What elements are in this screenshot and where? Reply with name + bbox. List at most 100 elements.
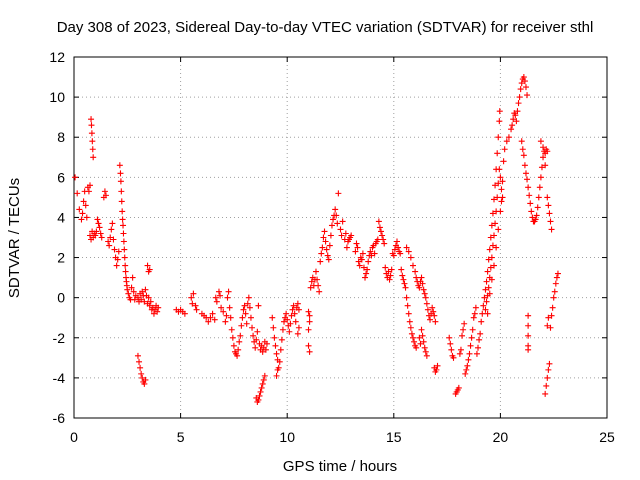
data-point [261, 372, 268, 379]
data-point [276, 358, 283, 365]
data-point [290, 302, 297, 309]
data-point [86, 232, 93, 239]
data-point [134, 294, 141, 301]
data-point [222, 318, 229, 325]
data-point [317, 258, 324, 265]
data-point [513, 118, 520, 125]
data-point [356, 262, 363, 269]
data-point [130, 288, 137, 295]
data-point [525, 332, 532, 339]
data-point [398, 266, 405, 273]
data-point [522, 84, 529, 91]
data-point [323, 246, 330, 253]
data-point [371, 250, 378, 257]
data-point [509, 122, 516, 129]
data-point [407, 324, 414, 331]
data-point [522, 170, 529, 177]
data-point [484, 310, 491, 317]
data-point [245, 294, 252, 301]
data-point [423, 300, 430, 307]
data-point [520, 74, 527, 81]
data-point [429, 304, 436, 311]
data-point [434, 362, 441, 369]
data-point [354, 244, 361, 251]
data-point [211, 316, 218, 323]
data-point [521, 162, 528, 169]
data-point [155, 304, 162, 311]
data-point [337, 226, 344, 233]
data-point [456, 350, 463, 357]
data-point [146, 266, 153, 273]
data-point [76, 206, 83, 213]
data-point [367, 248, 374, 255]
data-point [545, 202, 552, 209]
data-point [102, 192, 109, 199]
data-point [533, 212, 540, 219]
data-point [255, 302, 262, 309]
data-point [477, 330, 484, 337]
data-point [487, 264, 494, 271]
data-point [459, 332, 466, 339]
data-point [110, 236, 117, 243]
data-point [462, 370, 469, 377]
data-point [238, 322, 245, 329]
data-point [189, 300, 196, 307]
data-point [117, 178, 124, 185]
data-point [272, 342, 279, 349]
data-point [525, 346, 532, 353]
data-point [305, 326, 312, 333]
data-point [488, 222, 495, 229]
data-point [86, 182, 93, 189]
data-point [78, 216, 85, 223]
data-point [525, 184, 532, 191]
data-point [101, 188, 108, 195]
data-point [83, 214, 90, 221]
data-point [325, 256, 332, 263]
data-point [517, 86, 524, 93]
data-point [287, 320, 294, 327]
data-point [338, 232, 345, 239]
data-point [249, 324, 256, 331]
data-point [120, 222, 127, 229]
x-tick-label: 15 [386, 429, 402, 445]
data-point [117, 170, 124, 177]
data-point [518, 138, 525, 145]
data-point [324, 252, 331, 259]
data-point [419, 332, 426, 339]
data-point [295, 306, 302, 313]
data-point [82, 202, 89, 209]
data-point [224, 294, 231, 301]
data-point [308, 278, 315, 285]
data-point [283, 310, 290, 317]
data-point [229, 334, 236, 341]
data-point [294, 330, 301, 337]
data-point [402, 284, 409, 291]
data-point [463, 366, 470, 373]
data-point [419, 280, 426, 287]
data-point [525, 312, 532, 319]
data-point [489, 242, 496, 249]
data-point [326, 242, 333, 249]
data-point [225, 288, 232, 295]
data-point [260, 376, 267, 383]
data-point [478, 318, 485, 325]
data-point [387, 272, 394, 279]
data-point [547, 324, 554, 331]
data-point [552, 280, 559, 287]
data-point [391, 246, 398, 253]
data-point [491, 262, 498, 269]
data-point [335, 190, 342, 197]
data-point [254, 328, 261, 335]
y-tick-label: 0 [57, 290, 65, 306]
data-point [312, 268, 319, 275]
data-point [486, 290, 493, 297]
data-point [241, 302, 248, 309]
data-point [90, 154, 97, 161]
x-tick-label: 5 [177, 429, 185, 445]
data-point [460, 326, 467, 333]
data-point [554, 270, 561, 277]
data-point [333, 212, 340, 219]
data-point [119, 216, 126, 223]
data-point [488, 254, 495, 261]
data-point [246, 304, 253, 311]
